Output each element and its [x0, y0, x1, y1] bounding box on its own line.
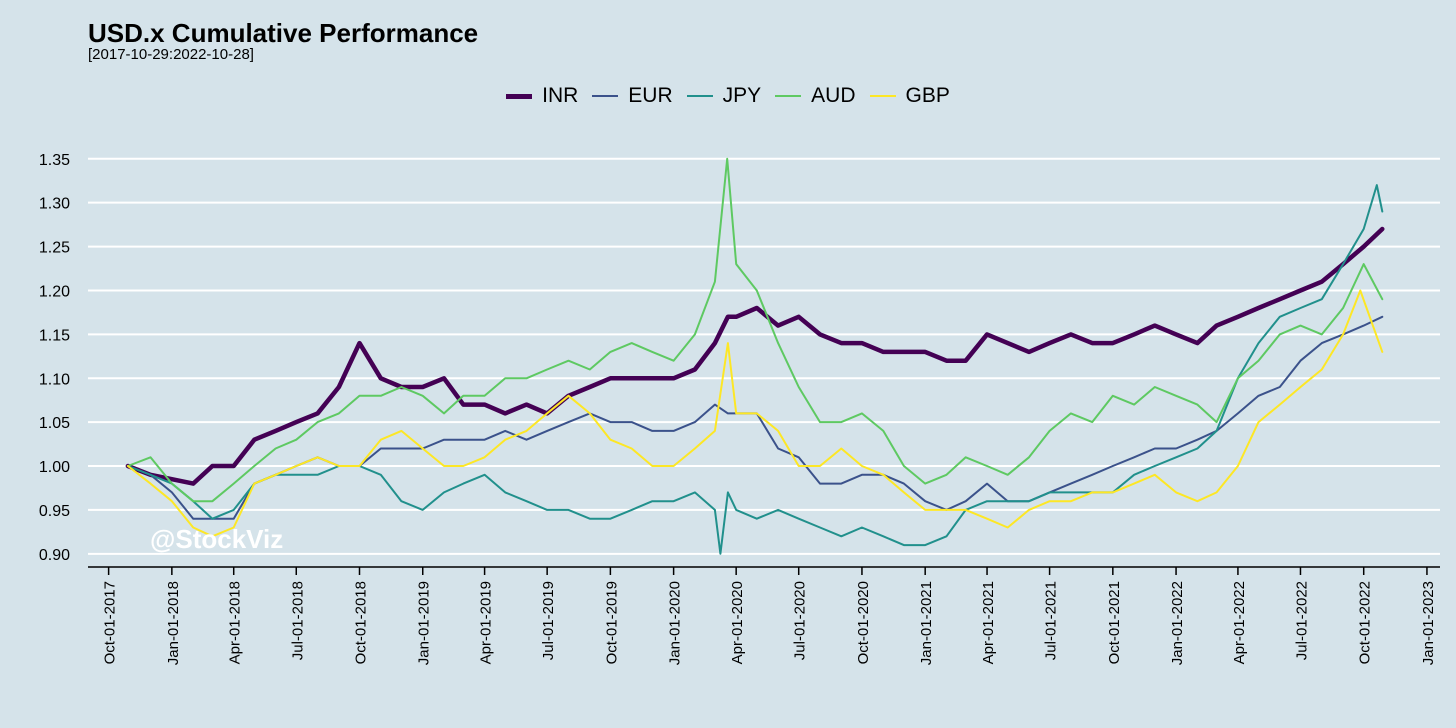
- legend-swatch-aud: [775, 95, 802, 97]
- y-tick-label: 1.35: [39, 152, 70, 169]
- x-tick-label: Jan-01-2019: [416, 581, 433, 665]
- x-tick-label: Apr-01-2022: [1231, 581, 1248, 664]
- y-tick-label: 0.95: [39, 503, 70, 520]
- y-tick-label: 1.25: [39, 240, 70, 257]
- legend-item-gbp: GBP: [869, 84, 950, 108]
- legend-swatch-inr: [506, 93, 533, 99]
- legend-label-aud: AUD: [811, 84, 856, 107]
- y-tick-label: 1.15: [39, 327, 70, 344]
- legend-item-jpy: JPY: [686, 84, 762, 108]
- x-tick-label: Oct-01-2019: [603, 581, 620, 664]
- legend-label-inr: INR: [542, 84, 579, 107]
- x-tick-label: Apr-01-2018: [227, 581, 244, 664]
- y-tick-label: 0.90: [39, 547, 70, 564]
- y-tick-label: 1.05: [39, 415, 70, 432]
- legend: INR EUR JPY AUD GBP: [0, 84, 1456, 108]
- series-line-inr: [125, 226, 1385, 486]
- chart-subtitle: [2017-10-29:2022-10-28]: [88, 46, 254, 63]
- x-tick-label: Oct-01-2021: [1106, 581, 1123, 664]
- x-tick-label: Apr-01-2019: [478, 581, 495, 664]
- legend-item-eur: EUR: [592, 84, 673, 108]
- x-tick-label: Jan-01-2022: [1169, 581, 1186, 665]
- series-line-eur: [126, 315, 1384, 520]
- legend-label-gbp: GBP: [905, 84, 950, 107]
- x-tick-label: Jul-01-2018: [289, 581, 306, 660]
- legend-item-aud: AUD: [775, 84, 856, 108]
- x-tick-label: Apr-01-2021: [980, 581, 997, 664]
- legend-label-jpy: JPY: [722, 84, 762, 107]
- series-line-jpy: [126, 184, 1384, 555]
- x-tick-label: Oct-01-2022: [1357, 581, 1374, 664]
- y-tick-label: 1.30: [39, 196, 70, 213]
- x-tick-label: Jan-01-2021: [918, 581, 935, 665]
- legend-label-eur: EUR: [628, 84, 673, 107]
- y-tick-label: 1.20: [39, 283, 70, 300]
- x-tick-label: Oct-01-2020: [855, 581, 872, 664]
- x-tick-label: Jul-01-2019: [540, 581, 557, 660]
- x-tick-label: Jul-01-2021: [1043, 581, 1060, 660]
- x-tick-label: Jul-01-2020: [792, 581, 809, 660]
- y-tick-label: 1.00: [39, 459, 70, 476]
- x-tick-label: Jan-01-2018: [165, 581, 182, 665]
- series-line-gbp: [126, 289, 1384, 538]
- legend-item-inr: INR: [506, 84, 578, 108]
- watermark: @StockViz: [150, 524, 284, 554]
- x-tick-label: Jan-01-2023: [1420, 581, 1437, 665]
- x-tick-label: Jul-01-2022: [1293, 581, 1310, 660]
- legend-swatch-gbp: [869, 95, 896, 97]
- x-tick-label: Oct-01-2017: [102, 581, 119, 664]
- chart-title: USD.x Cumulative Performance: [88, 18, 479, 48]
- legend-swatch-jpy: [686, 95, 713, 97]
- x-tick-label: Jan-01-2020: [667, 581, 684, 665]
- legend-swatch-eur: [592, 95, 619, 97]
- series-line-aud: [126, 157, 1384, 503]
- x-tick-label: Oct-01-2018: [352, 581, 369, 664]
- y-tick-label: 1.10: [39, 371, 70, 388]
- x-tick-label: Apr-01-2020: [729, 581, 746, 664]
